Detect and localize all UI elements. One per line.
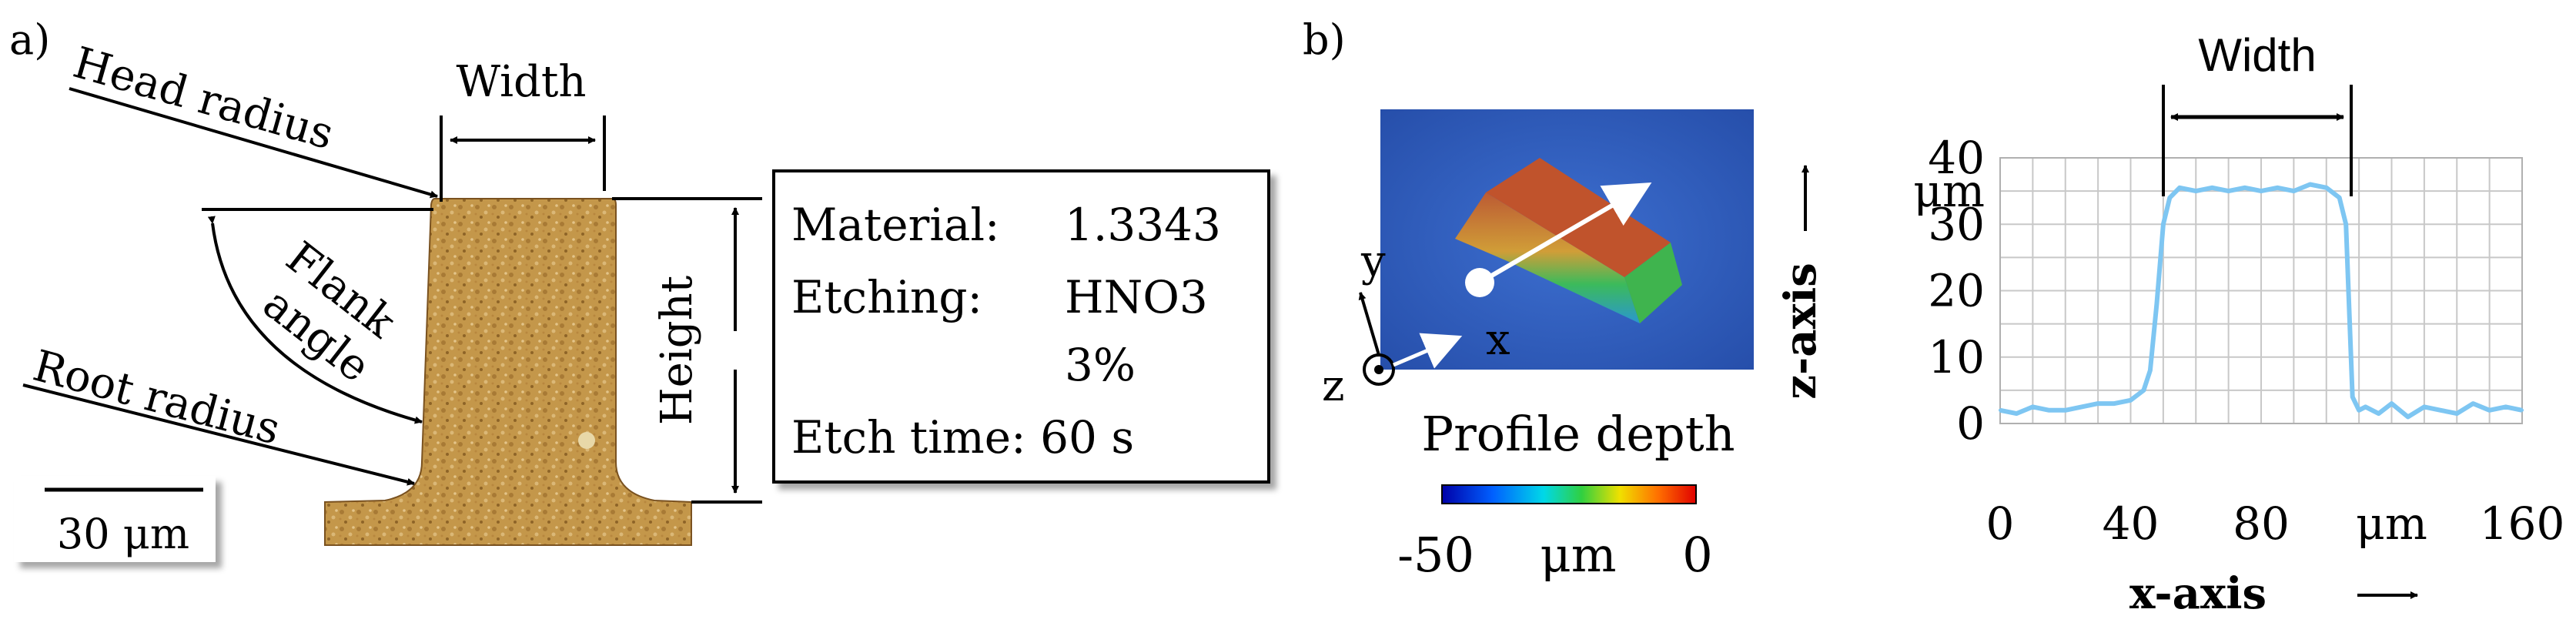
profile-data-point: [2142, 388, 2146, 392]
scale-bar-label: 30 μm: [57, 510, 189, 558]
profile-data-point: [2439, 408, 2443, 412]
profile-data-point: [2243, 186, 2246, 189]
profile-data-point: [2455, 412, 2459, 416]
profile-data-point: [2096, 402, 2100, 406]
micrograph-speck: [578, 432, 595, 449]
profile-data-point: [2148, 369, 2152, 372]
root-radius-label: Root radius: [28, 341, 285, 455]
width-label: Width: [457, 57, 587, 107]
y-tick-label: μm: [1913, 165, 1985, 217]
info-material-value: 1.3343: [1065, 199, 1221, 251]
colorbar-unit-label: μm: [1540, 527, 1616, 583]
chart-title: Width: [2198, 29, 2316, 81]
profile-data-point: [2422, 405, 2426, 409]
profile-data-point: [2344, 223, 2348, 226]
x-tick-label: 160: [2480, 497, 2565, 550]
profile-data-point: [2129, 398, 2133, 402]
profile-data-point: [2406, 415, 2410, 419]
colorbar: [1441, 484, 1697, 504]
profile-path-arrow: [1478, 182, 1652, 285]
profile-data-point: [2178, 186, 2182, 189]
info-etch-time: Etch time: 60 s: [791, 411, 1134, 464]
y-tick-label: 40: [1928, 132, 1985, 184]
info-etching-key: Etching:: [791, 271, 982, 323]
x-tick-label: 40: [2103, 497, 2159, 550]
x-tick-label: 0: [1986, 497, 2015, 550]
info-box: [772, 169, 1270, 484]
y-axis-arrow: [1358, 292, 1380, 356]
profile-data-point: [2015, 412, 2019, 416]
y-axis-letter: y: [1360, 236, 1386, 286]
x-axis-title: x-axis: [2129, 568, 2267, 619]
profile-data-point: [2377, 412, 2380, 416]
profile-data-point: [2031, 405, 2035, 409]
flank-angle-arc: [207, 216, 423, 424]
profile-data-point: [2194, 189, 2198, 193]
y-tick-label: 20: [1928, 265, 1985, 317]
profile-data-point: [2260, 189, 2263, 193]
profile-data-point: [2487, 408, 2491, 412]
x-tick-label: 80: [2233, 497, 2290, 550]
tooth-micrograph: [324, 198, 692, 546]
profile-data-point: [2471, 402, 2475, 406]
profile-data-point: [2276, 186, 2280, 189]
profile-data-point: [1999, 408, 2002, 412]
colorbar-max-label: 0: [1682, 527, 1712, 583]
profile-data-point: [2063, 408, 2067, 412]
y-tick-label: 0: [1956, 397, 1985, 450]
profile-data-point: [2350, 395, 2354, 399]
plot-frame: [1999, 157, 2523, 424]
info-etching-value-1: HNO3: [1065, 271, 1208, 323]
profile-series-points: [1999, 182, 2524, 419]
profile-data-point: [2292, 189, 2296, 193]
profile-data-point: [2047, 408, 2051, 412]
colorbar-min-label: -50: [1397, 527, 1474, 583]
profile-data-point: [2521, 408, 2524, 412]
profile-data-point: [2226, 189, 2230, 193]
info-material-key: Material:: [791, 199, 1000, 251]
y-tick-label: 10: [1928, 331, 1985, 383]
profile-depth-label: Profile depth: [1421, 406, 1735, 462]
chart-grid: [2000, 158, 2522, 423]
head-radius-leader: [69, 87, 438, 199]
profile-data-point: [2079, 405, 2083, 409]
height-label: Height: [652, 275, 702, 425]
x-tick-labels: 0 40 80 μm 160: [1986, 497, 2565, 550]
panel-b-label: b): [1303, 15, 1346, 64]
y-tick-label: 30: [1928, 198, 1985, 250]
profile-data-point: [2357, 408, 2361, 412]
panel-b: b) y x z Profile depth -50 μm 0: [1303, 15, 2564, 619]
y-axis-title: z-axis: [1775, 263, 1826, 400]
profile-data-point: [2504, 405, 2507, 409]
profile-data-point: [2364, 405, 2367, 409]
x-tick-label: μm: [2356, 497, 2427, 550]
x-axis-letter: x: [1486, 315, 1510, 365]
z-axis-dot: [1374, 365, 1383, 374]
profile-data-point: [2324, 186, 2328, 189]
x-axis-arrow: [1393, 333, 1463, 369]
profile-data-point: [2337, 196, 2341, 199]
profile-data-point: [2168, 196, 2172, 199]
profile-data-point: [2113, 402, 2116, 406]
panel-a: a) Width Head radius Flank angle Root ra…: [9, 15, 1270, 562]
surface-ridge: [1455, 158, 1682, 323]
root-radius-leader: [22, 383, 415, 486]
info-etching-value-2: 3%: [1065, 339, 1136, 391]
profile-data-point: [2308, 182, 2312, 186]
profile-data-point: [2390, 402, 2394, 406]
panel-a-label: a): [9, 15, 50, 64]
profile-data-point: [2155, 302, 2159, 306]
profile-data-point: [2161, 223, 2165, 226]
z-axis-letter: z: [1322, 361, 1345, 411]
profile-data-point: [2210, 186, 2214, 189]
